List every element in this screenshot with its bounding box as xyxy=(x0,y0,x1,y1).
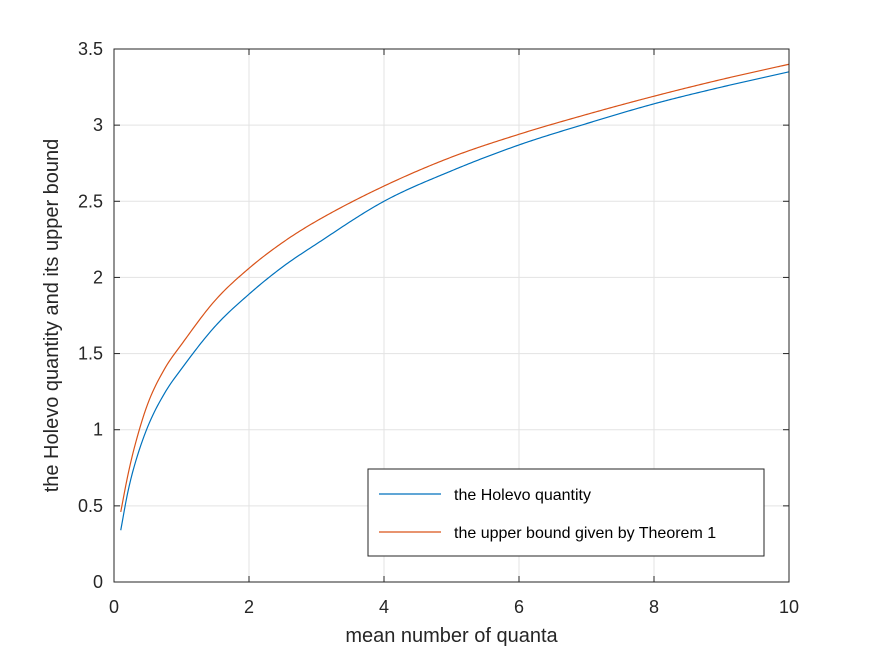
y-axis-label: the Holevo quantity and its upper bound xyxy=(41,139,63,493)
y-tick-label: 1 xyxy=(93,420,103,440)
y-tick-label: 2.5 xyxy=(78,191,103,211)
x-tick-label: 10 xyxy=(779,597,799,617)
series-line-1 xyxy=(120,71,790,531)
x-tick-label: 4 xyxy=(379,597,389,617)
x-tick-label: 8 xyxy=(649,597,659,617)
y-tick-label: 3 xyxy=(93,115,103,135)
y-tick-label: 0.5 xyxy=(78,496,103,516)
legend-label-1: the Holevo quantity xyxy=(454,487,591,504)
legend-box xyxy=(367,468,765,557)
x-tick-label: 0 xyxy=(109,597,119,617)
legend: the Holevo quantity the upper bound given… xyxy=(367,468,765,557)
legend-label-2: the upper bound given by Theorem 1 xyxy=(454,525,716,542)
x-tick-label: 2 xyxy=(244,597,254,617)
x-tick-label: 6 xyxy=(514,597,524,617)
series-layer xyxy=(120,63,790,531)
y-tick-label: 2 xyxy=(93,267,103,287)
y-tick-label: 1.5 xyxy=(78,344,103,364)
x-axis-label: mean number of quanta xyxy=(345,625,558,647)
axes-box xyxy=(113,48,790,583)
ticks: 0 2 4 6 8 10 0 0.5 1 1.5 2 2.5 3 3.5 xyxy=(78,39,799,617)
series-line-2 xyxy=(120,63,790,513)
y-tick-label: 0 xyxy=(93,572,103,592)
y-tick-label: 3.5 xyxy=(78,39,103,59)
